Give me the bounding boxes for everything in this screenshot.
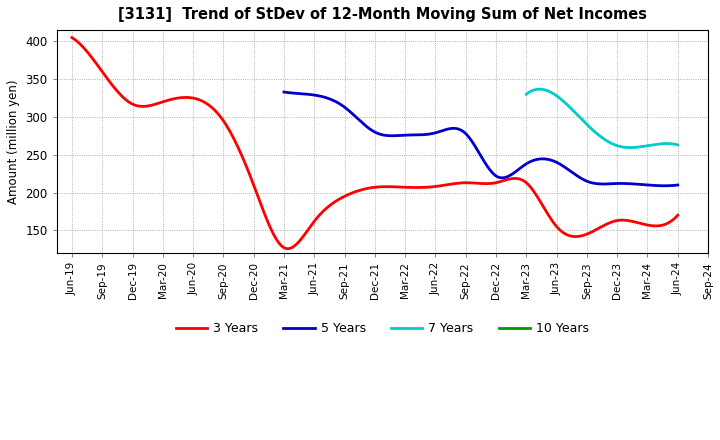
Title: [3131]  Trend of StDev of 12-Month Moving Sum of Net Incomes: [3131] Trend of StDev of 12-Month Moving…	[118, 7, 647, 22]
Y-axis label: Amount (million yen): Amount (million yen)	[7, 79, 20, 204]
Legend: 3 Years, 5 Years, 7 Years, 10 Years: 3 Years, 5 Years, 7 Years, 10 Years	[171, 317, 594, 341]
